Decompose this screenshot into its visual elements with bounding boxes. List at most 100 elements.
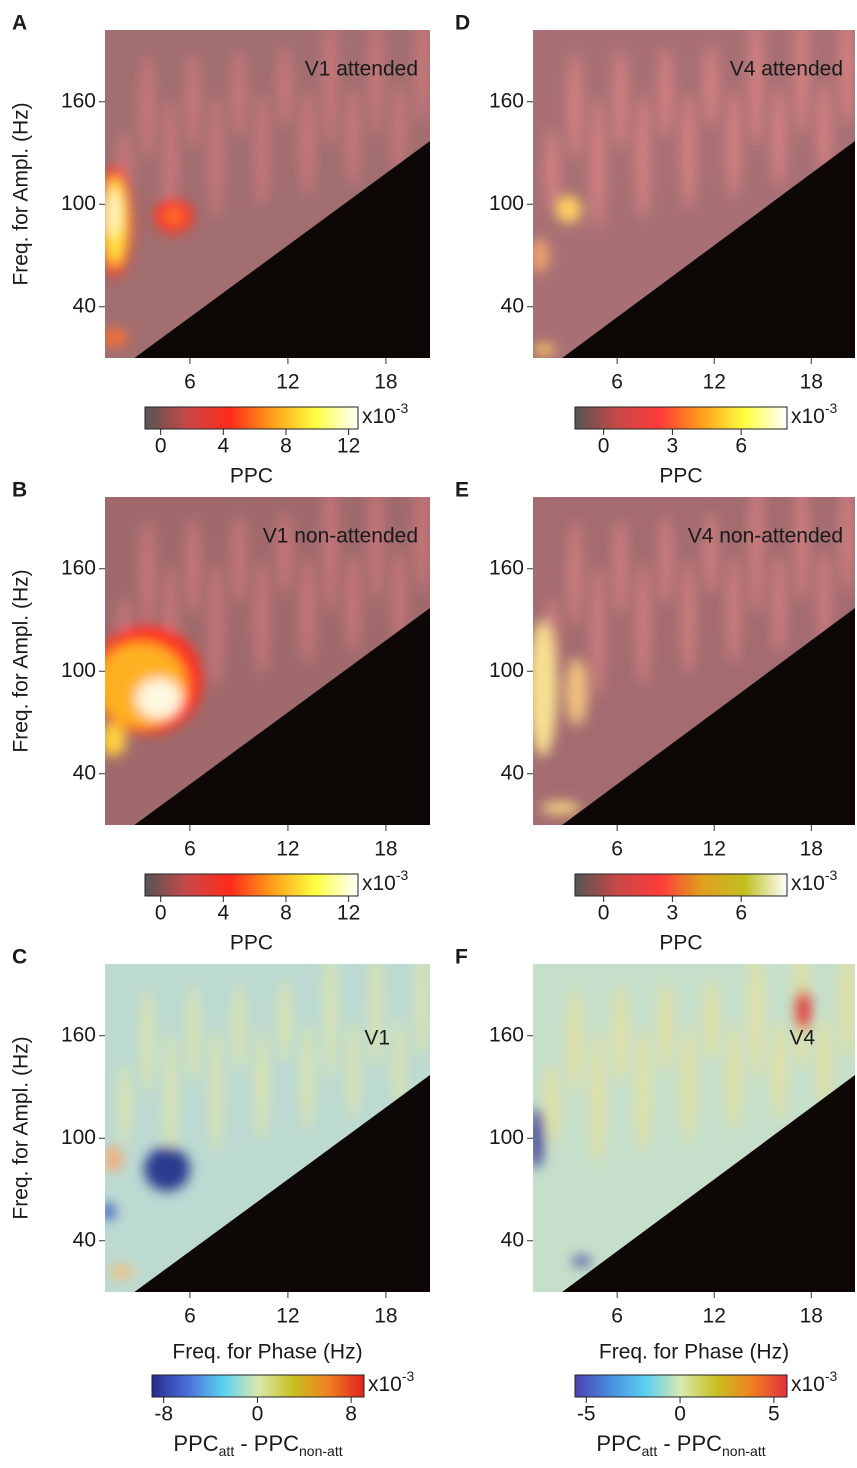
x-tick-label: 12 [703,371,726,394]
colorbar-label: PPC [659,932,702,955]
heatmap-streak [817,83,832,176]
colorbar-unit: x10-3 [791,867,838,895]
panel-label: A [12,12,27,35]
heatmap-streak [658,48,673,139]
heatmap-streak [590,97,605,230]
colorbar [151,1374,365,1398]
x-tick-label: 18 [800,1305,823,1328]
heatmap-streak [839,964,854,1059]
heatmap-streak [231,515,246,606]
y-tick-label: 40 [501,1228,524,1251]
heatmap-texture [105,30,429,347]
colorbar-unit: x10-3 [368,1368,415,1396]
heatmap-streak [681,558,696,675]
colorbar-tick-label: 6 [735,435,747,458]
unit-exponent: -3 [825,1368,838,1384]
heatmap-blob [533,344,556,355]
colorbar-tick-label: 5 [768,1403,780,1426]
colorbar-unit: x10-3 [791,400,838,428]
colorbar-label: PPC [230,465,273,488]
y-tick-label: 100 [61,192,96,215]
heatmap-streak [323,497,338,614]
label-main: - PPC [657,1431,722,1456]
heatmap-streak [231,48,246,139]
heatmap-streak [636,561,651,686]
heatmap-streak [140,987,155,1094]
label-main: PPC [173,1431,218,1456]
heatmap-streak [300,88,315,197]
panel-label: B [12,479,27,502]
heatmap [105,497,430,825]
heatmap-streak [703,979,718,1062]
heatmap-streak [346,1019,361,1120]
heatmap-texture [533,497,854,815]
heatmap-streak [414,497,429,592]
y-tick-label: 100 [489,1126,524,1149]
heatmap-streak [254,1025,269,1142]
heatmap-streak [749,30,764,147]
heatmap-streak [703,45,718,128]
heatmap-streak [613,518,628,617]
heatmap-texture [105,497,429,757]
colorbar-tick-label: 3 [667,435,679,458]
heatmap-streak [749,497,764,614]
x-tick-label: 6 [184,1305,196,1328]
colorbar-tick-label: 4 [217,435,229,458]
heatmap-streak [277,979,292,1062]
masked-region [134,1075,430,1292]
heatmap [533,964,855,1292]
heatmap-blob [105,1145,123,1173]
x-tick-label: 18 [800,371,823,394]
label-subscript: non-att [722,1443,766,1459]
x-axis-label: Freq. for Phase (Hz) [172,1341,362,1364]
heatmap-streak [209,94,224,219]
colorbar-tick-label: 8 [280,435,292,458]
colorbar [574,873,788,897]
heatmap-streak [323,30,338,147]
panel-label: E [455,479,469,502]
heatmap-streak [391,83,406,176]
heatmap-streak [117,1064,132,1145]
label-subscript: att [642,1443,658,1459]
heatmap-blob [795,989,812,1031]
heatmap-streak [726,88,741,197]
y-tick-label: 40 [501,761,524,784]
y-tick-label: 160 [61,1023,96,1046]
heatmap-streak [545,1064,560,1145]
unit-base: x10 [362,872,396,895]
heatmap-streak [140,520,155,627]
y-tick-label: 40 [73,761,96,784]
colorbar [144,406,359,430]
heatmap-streak [839,497,854,592]
colorbar-label: PPCatt - PPCnon-att [596,1431,765,1459]
panel-title: V4 non-attended [688,525,843,548]
heatmap-streak [568,520,583,627]
unit-exponent: -3 [825,400,838,416]
colorbar-tick-label: -5 [577,1403,596,1426]
heatmap-streak [369,497,384,603]
x-tick-label: 18 [374,371,397,394]
heatmap-streak [613,985,628,1084]
heatmap-blob [555,195,582,224]
heatmap-streak [277,45,292,128]
heatmap [105,964,430,1292]
unit-exponent: -3 [825,867,838,883]
heatmap-streak [636,94,651,219]
heatmap-streak [771,85,786,186]
colorbar-tick-label: 0 [598,435,610,458]
heatmap-streak [658,982,673,1073]
x-tick-label: 12 [276,371,299,394]
y-tick-label: 40 [501,294,524,317]
colorbar-tick-label: 0 [155,435,167,458]
heatmap-blob [163,207,184,225]
y-axis-label: Freq. for Ampl. (Hz) [10,1036,33,1219]
masked-region [562,608,855,825]
colorbar [574,406,788,430]
heatmap-blob [108,1264,135,1279]
unit-base: x10 [791,872,825,895]
colorbar-tick-label: 6 [735,902,747,925]
heatmap-streak [771,1019,786,1120]
panel-label: D [455,12,470,35]
heatmap-streak [163,97,178,230]
